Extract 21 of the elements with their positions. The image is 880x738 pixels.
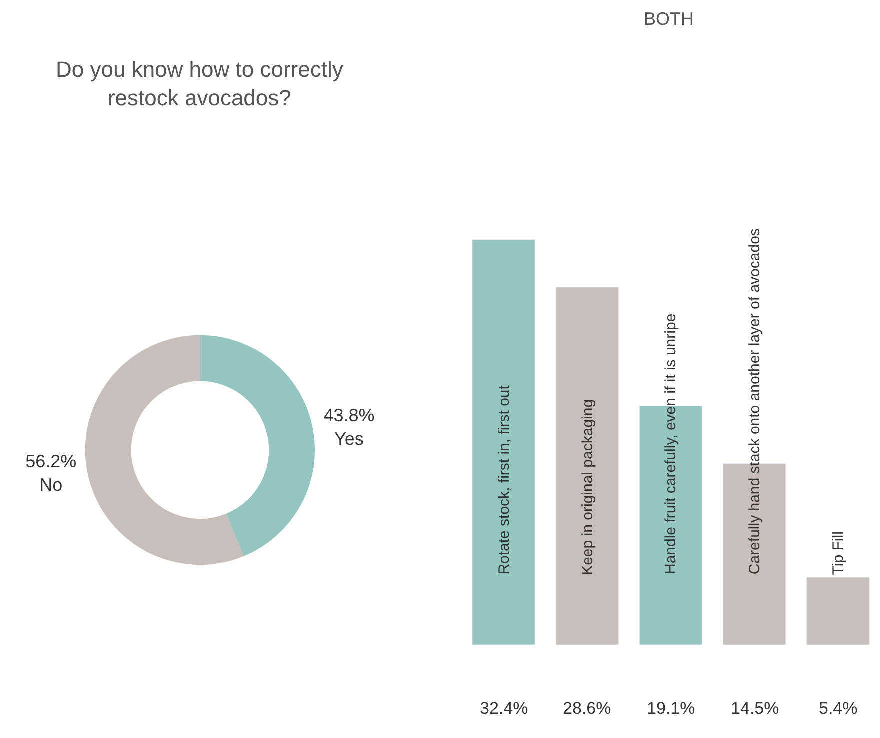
category-label: Rotate stock, first in, first out — [496, 386, 513, 575]
data-label: 32.4% — [480, 699, 528, 718]
data-label: 28.6% — [563, 699, 612, 718]
donut-slice — [86, 335, 244, 566]
bar — [806, 577, 870, 646]
bar — [472, 240, 536, 646]
data-label: 5.4% — [819, 699, 858, 718]
data-label: 19.1% — [647, 699, 696, 718]
data-label: 56.2% — [26, 452, 77, 472]
chart-title: Do you know how to correctly restock avocados? — [56, 57, 344, 111]
bar — [556, 287, 619, 646]
data-label: 14.5% — [731, 699, 780, 718]
data-label: 43.8% — [324, 405, 375, 426]
slice-label: Yes — [334, 428, 364, 449]
category-label: Keep in original packaging — [579, 399, 596, 576]
category-label: Handle fruit carefully, even if it is unripe — [662, 314, 680, 575]
donut-slice — [200, 335, 315, 556]
chart-title: BOTH — [644, 9, 694, 29]
category-label: Tip Fill — [830, 532, 848, 576]
slice-label: No — [40, 474, 63, 495]
category-label: Carefully hand stack onto another layer of avocados — [746, 228, 764, 575]
